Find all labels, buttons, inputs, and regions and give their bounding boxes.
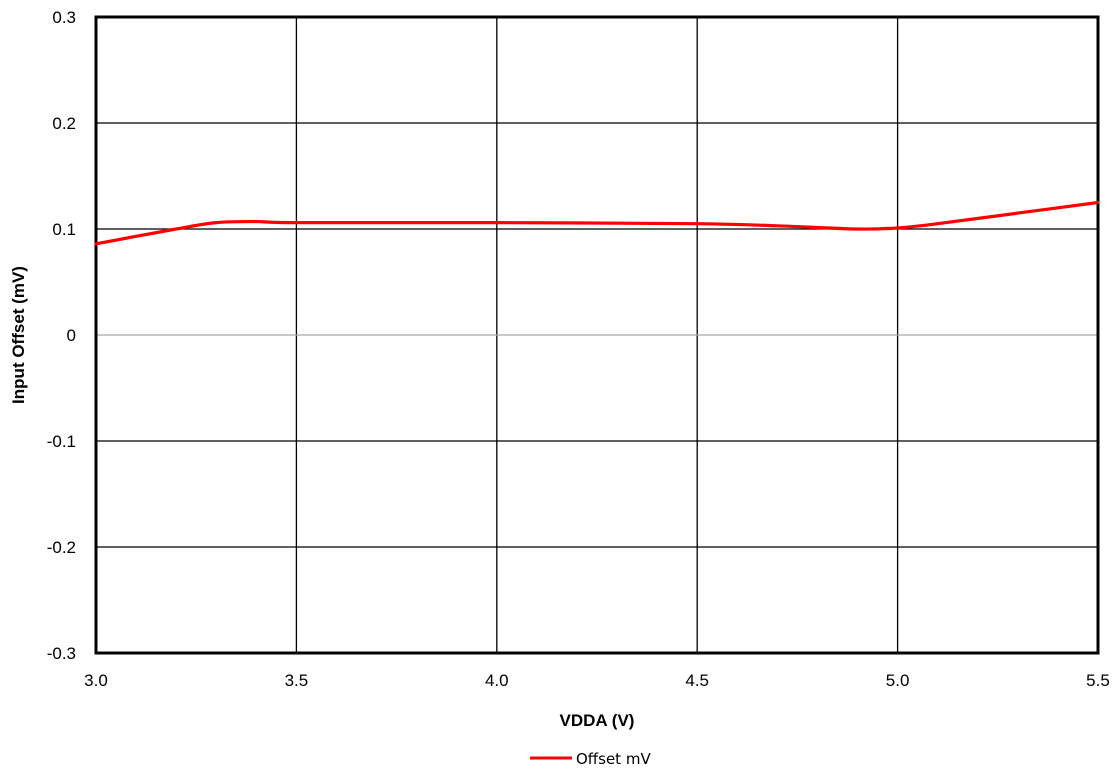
x-axis-tick-labels: 3.0 3.5 4.0 4.5 5.0 5.5 (84, 671, 1110, 690)
legend-entry-offset: Offset mV (576, 750, 651, 768)
legend: Offset mV (530, 750, 651, 768)
x-tick-label: 4.0 (485, 671, 509, 690)
y-tick-label: -0.1 (47, 432, 76, 451)
y-axis-tick-labels: 0.3 0.2 0.1 0 -0.1 -0.2 -0.3 (47, 8, 76, 663)
y-tick-label: 0.2 (52, 114, 76, 133)
y-tick-label: -0.3 (47, 644, 76, 663)
x-axis-title: VDDA (V) (560, 711, 635, 730)
grid-lines (95, 16, 1099, 654)
x-tick-label: 5.0 (886, 671, 910, 690)
plot-area-frame (94, 15, 1100, 655)
series-layer (94, 200, 1100, 246)
series-line-offset-mv (94, 200, 1100, 246)
y-tick-label: 0.3 (52, 8, 76, 27)
y-axis-title: Input Offset (mV) (9, 266, 28, 404)
y-tick-label: 0.1 (52, 220, 76, 239)
y-tick-label: 0 (67, 326, 76, 345)
x-tick-label: 4.5 (685, 671, 709, 690)
x-tick-label: 5.5 (1086, 671, 1110, 690)
y-tick-label: -0.2 (47, 538, 76, 557)
x-tick-label: 3.0 (84, 671, 108, 690)
x-tick-label: 3.5 (285, 671, 309, 690)
